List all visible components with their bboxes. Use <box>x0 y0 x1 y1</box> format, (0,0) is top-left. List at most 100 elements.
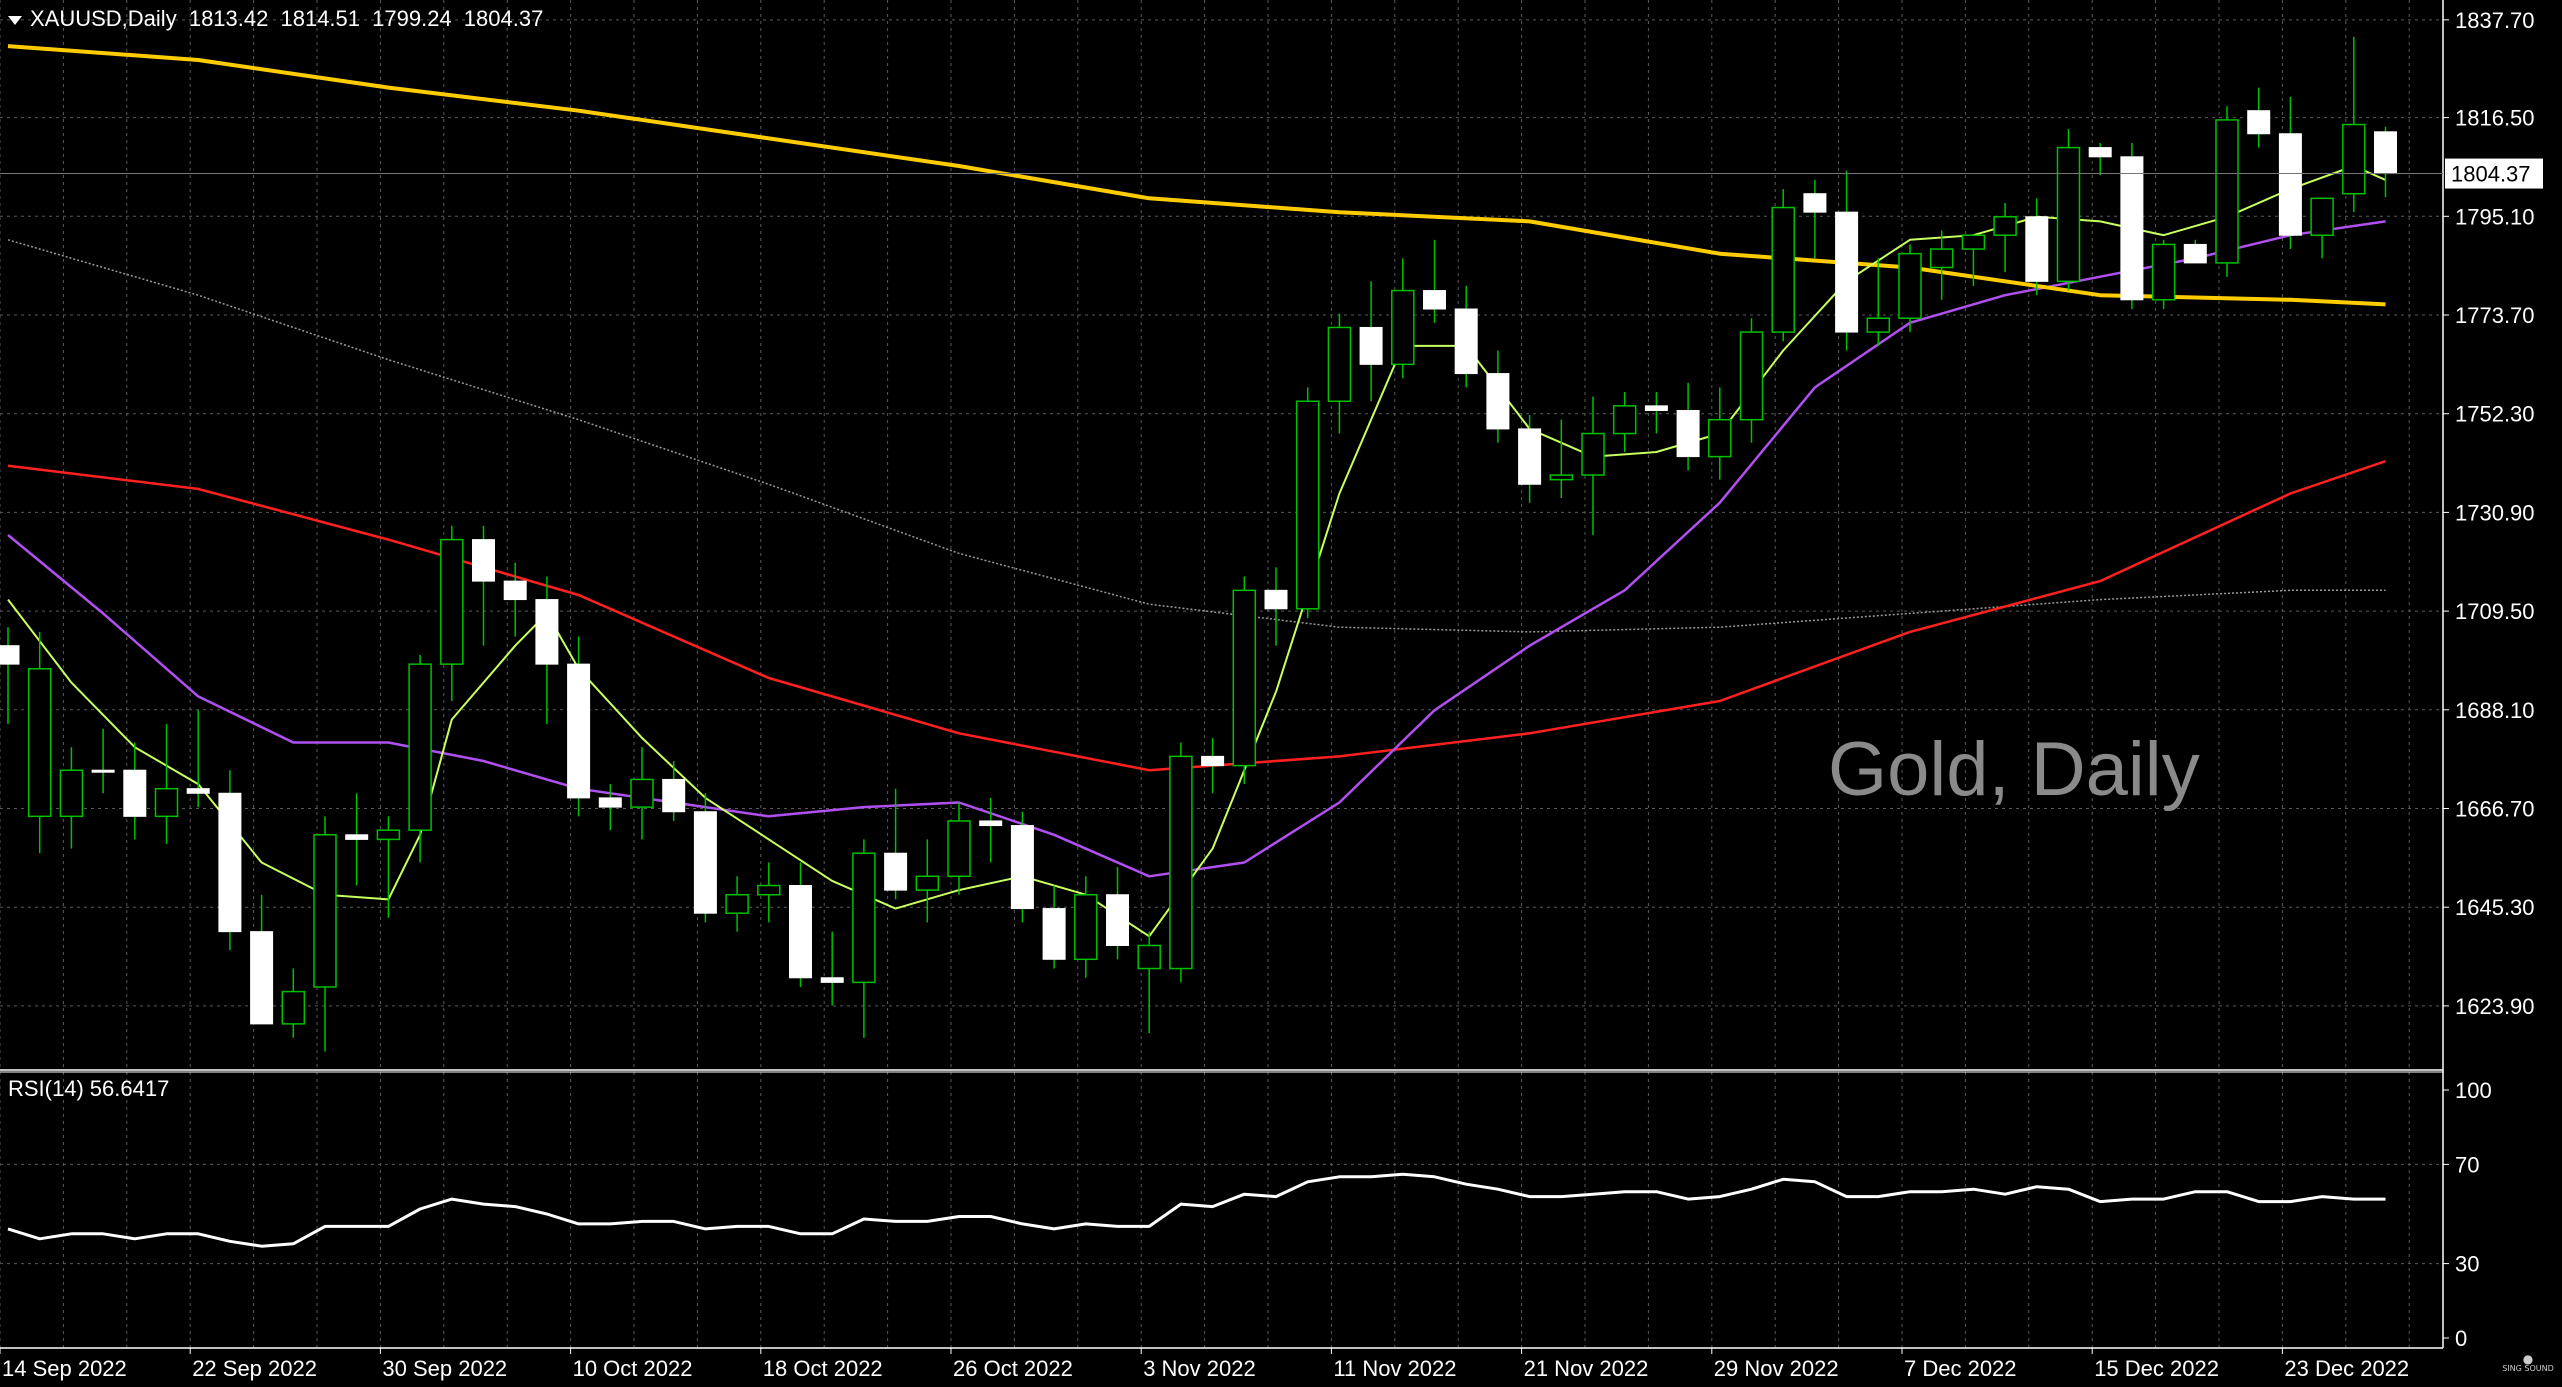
candle-body <box>408 663 432 831</box>
candle <box>1010 811 1034 923</box>
candle-body <box>313 834 337 988</box>
candle-body <box>820 977 844 983</box>
y-tick-label: 1837.70 <box>2455 8 2535 33</box>
candle <box>535 576 559 725</box>
x-tick-label: 7 Dec 2022 <box>1904 1356 2017 1381</box>
candle <box>250 894 274 1025</box>
candle-body <box>1010 825 1034 910</box>
candle-body <box>0 645 20 665</box>
candle <box>472 525 495 646</box>
candle-body <box>1708 418 1732 458</box>
rsi-value: 56.6417 <box>89 1076 170 1101</box>
candle-body <box>630 778 654 808</box>
y-tick-label: 1773.70 <box>2455 303 2535 328</box>
candle <box>979 797 1003 863</box>
candle-body <box>1137 944 1161 970</box>
candle-body <box>1042 908 1066 960</box>
candle-body <box>693 811 717 914</box>
y-tick-label: 1709.50 <box>2455 599 2535 624</box>
y-tick-label: 1666.70 <box>2455 796 2535 821</box>
candle <box>2374 126 2397 198</box>
candle-body <box>1644 405 1668 411</box>
candle-body <box>1993 216 2017 236</box>
candle-body <box>1866 317 1891 333</box>
candle-body <box>567 663 591 799</box>
candle <box>852 839 876 1038</box>
candle-body <box>440 538 464 665</box>
candle-body <box>1169 755 1193 970</box>
chevron-down-icon[interactable] <box>8 15 22 25</box>
candle-body <box>1771 206 1795 333</box>
candle <box>2310 197 2334 259</box>
candle-body <box>1423 290 1446 310</box>
candle <box>1739 318 1764 443</box>
candle <box>1835 170 1859 351</box>
candle <box>2215 106 2239 277</box>
rsi-label: RSI(14) <box>8 1076 84 1101</box>
candle-body <box>2120 156 2144 301</box>
chart-header[interactable]: XAUUSD,Daily 1813.42 1814.51 1799.24 180… <box>8 6 549 32</box>
candle-body <box>59 769 84 818</box>
candle <box>1961 234 1986 286</box>
candle <box>123 742 147 840</box>
candle <box>915 839 940 923</box>
candle <box>2151 239 2176 310</box>
candle-body <box>376 829 401 841</box>
candle <box>1074 876 1098 978</box>
close-value: 1804.37 <box>463 6 544 31</box>
logo-icon: ● <box>2522 1352 2534 1366</box>
candle <box>1803 179 1827 259</box>
rsi-tick-label: 100 <box>2455 1078 2492 1103</box>
candle <box>789 862 812 987</box>
candle-body <box>345 834 369 840</box>
candle-body <box>1201 755 1225 767</box>
candle <box>598 784 622 831</box>
candle <box>1106 867 1129 960</box>
candle-body <box>725 893 749 914</box>
candle-body <box>2247 110 2271 135</box>
rsi-header: RSI(14) 56.6417 <box>8 1076 175 1102</box>
candle-body <box>1106 894 1129 946</box>
candle <box>1644 392 1668 434</box>
candle-body <box>250 931 274 1025</box>
chart-watermark: Gold, Daily <box>1828 727 2200 812</box>
candle-body <box>1929 248 1954 269</box>
candle-body <box>1295 400 1320 610</box>
candle <box>1423 239 1446 323</box>
candle-body <box>154 787 179 818</box>
low-value: 1799.24 <box>372 6 452 31</box>
candle-body <box>1898 252 1922 319</box>
x-tick-label: 15 Dec 2022 <box>2094 1356 2219 1381</box>
candle-body <box>2025 216 2049 282</box>
candle-body <box>1581 432 1605 476</box>
rsi-panel <box>7 1172 2386 1248</box>
candle <box>567 636 591 817</box>
candle <box>662 760 686 821</box>
candle-body <box>884 852 908 891</box>
logo-text: SING SOUND <box>2502 1364 2554 1373</box>
candle <box>757 862 781 923</box>
candle <box>503 562 527 637</box>
candle <box>27 631 52 854</box>
candle-body <box>2374 131 2397 175</box>
rsi-tick-label: 70 <box>2455 1152 2479 1177</box>
candle-body <box>1359 326 1383 365</box>
x-tick-label: 21 Nov 2022 <box>1524 1356 1649 1381</box>
candle <box>1391 258 1415 379</box>
candle <box>725 876 749 932</box>
candle-body <box>662 778 686 813</box>
current-price-label: 1804.37 <box>2451 162 2531 187</box>
candle-body <box>2151 243 2176 301</box>
candle <box>408 654 432 863</box>
candle-body <box>2215 119 2239 264</box>
candle-body <box>947 820 971 878</box>
y-tick-label: 1795.10 <box>2455 204 2535 229</box>
open-value: 1813.42 <box>188 6 269 31</box>
y-tick-label: 1623.90 <box>2455 994 2535 1019</box>
candle-body <box>1961 234 1986 250</box>
brand-logo: ● SING SOUND <box>2500 1352 2556 1380</box>
y-tick-label: 1688.10 <box>2455 698 2535 723</box>
y-tick-label: 1730.90 <box>2455 500 2535 525</box>
rsi-line <box>7 1172 2386 1248</box>
